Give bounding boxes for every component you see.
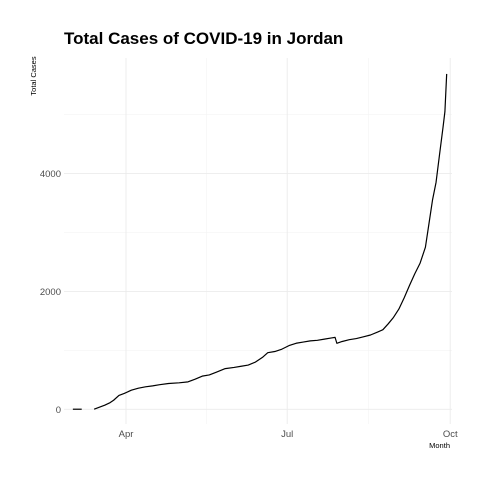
y-axis-title: Total Cases [29,56,38,95]
y-tick-label-2000: 2000 [40,287,61,298]
chart-title: Total Cases of COVID-19 in Jordan [64,29,343,48]
x-axis-ticks: Apr Jul Oct [119,429,458,440]
x-tick-label-oct: Oct [443,429,458,440]
y-tick-label-0: 0 [56,405,61,416]
grid [64,58,452,424]
x-tick-label-apr: Apr [119,429,134,440]
series-line-0-segment-1 [93,73,448,410]
series-group [72,73,448,410]
x-axis-title: Month [429,441,450,450]
y-tick-label-4000: 4000 [40,169,61,180]
y-axis-ticks: 0 2000 4000 [40,169,61,416]
x-tick-label-jul: Jul [281,429,293,440]
